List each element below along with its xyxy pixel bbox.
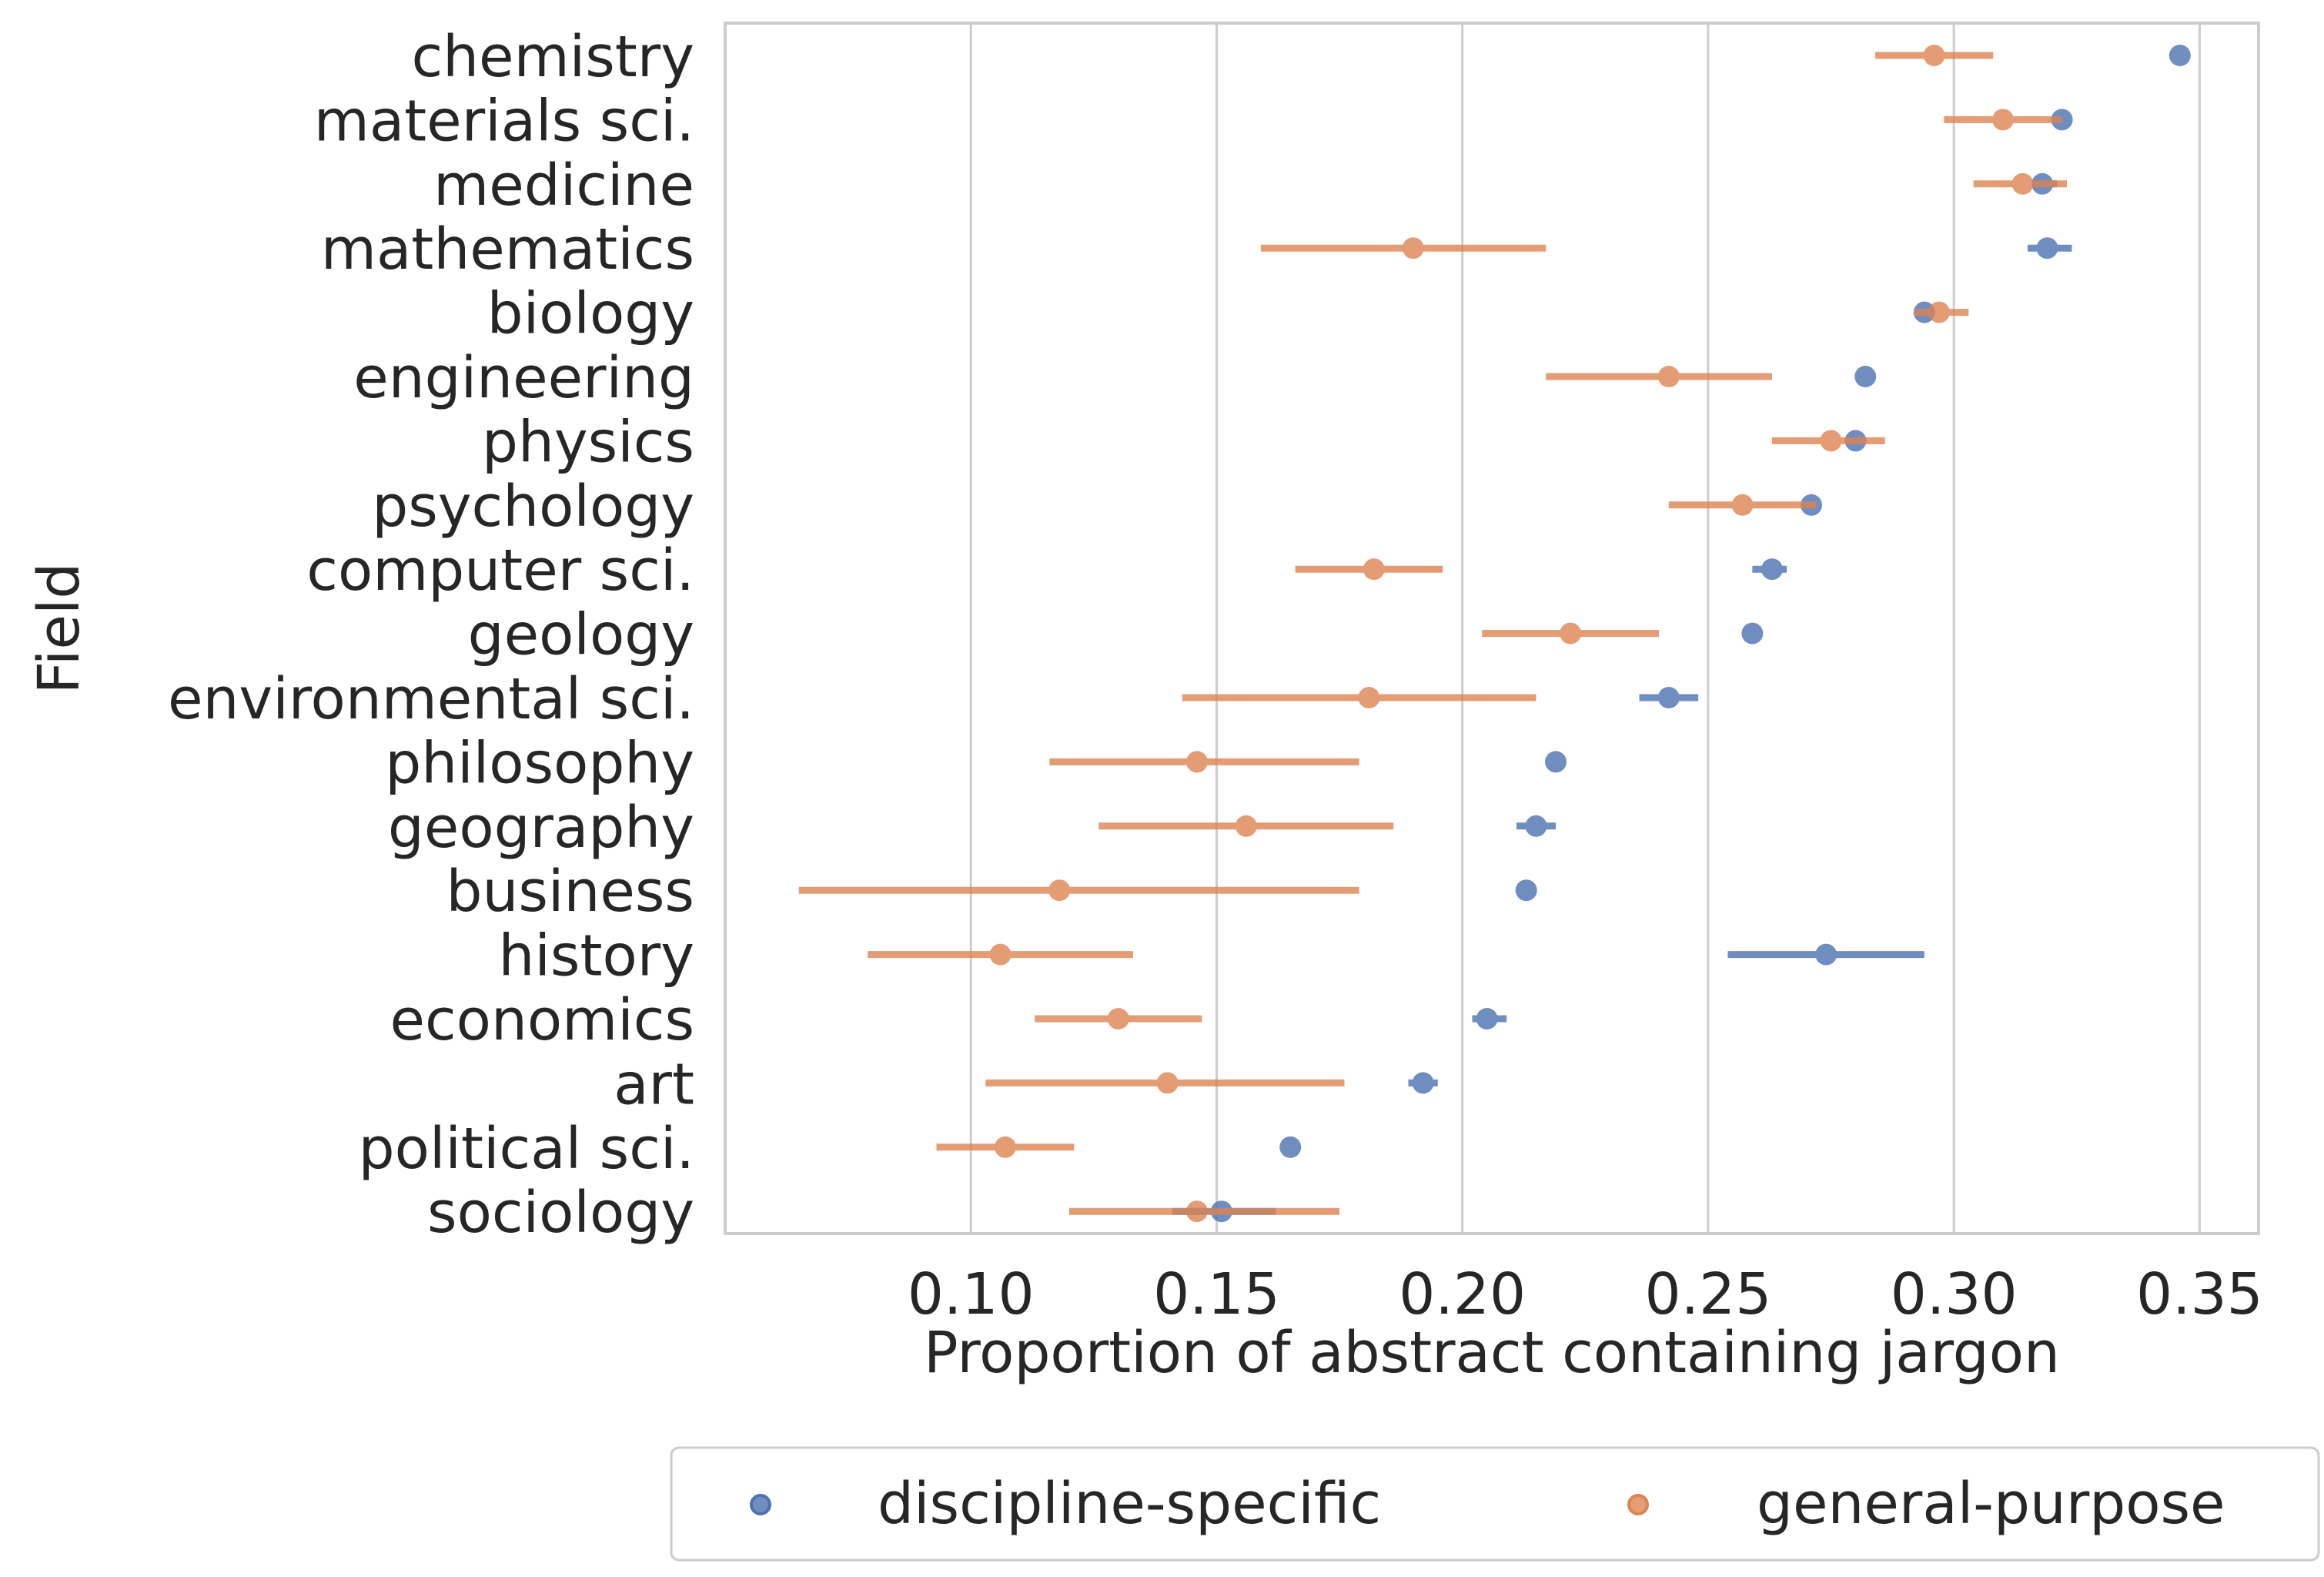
x-tick-label: 0.35 [2136, 1261, 2263, 1328]
y-tick-label: materials sci. [314, 88, 694, 154]
x-tick-label: 0.25 [1645, 1261, 1772, 1328]
data-point [1928, 301, 1950, 323]
y-tick-label: psychology [372, 474, 694, 540]
data-point [1402, 237, 1424, 259]
y-tick-label: geography [388, 795, 694, 861]
y-tick-label: art [614, 1051, 694, 1117]
data-point [2011, 172, 2034, 195]
vertical-gridlines [969, 23, 2201, 1234]
data-series [798, 45, 2191, 1223]
x-axis-label: Proportion of abstract containing jargon [924, 1320, 2060, 1386]
legend: discipline-specific general-purpose [670, 1446, 2320, 1562]
data-point [1279, 1136, 1302, 1158]
legend-marker-general-purpose [1627, 1494, 1649, 1515]
y-tick-label: medicine [433, 152, 694, 219]
y-axis-label: Field [26, 563, 92, 695]
x-tick-labels: 0.10 0.15 0.20 0.25 0.30 0.35 [908, 1261, 2263, 1328]
y-tick-label: mathematics [321, 216, 694, 283]
series-general-purpose [798, 45, 2067, 1223]
data-point [1107, 1008, 1129, 1030]
data-point [1560, 622, 1582, 645]
data-point [1515, 879, 1537, 902]
data-point [994, 1136, 1016, 1158]
data-point [989, 943, 1012, 966]
x-tick-label: 0.15 [1153, 1261, 1280, 1328]
data-point [1820, 430, 1842, 452]
data-point [1923, 45, 1945, 66]
y-tick-label: computer sci. [306, 537, 694, 604]
legend-frame [670, 1446, 2320, 1562]
y-tick-label: biology [487, 281, 694, 347]
y-tick-label: business [446, 859, 694, 925]
data-point [1815, 943, 1837, 966]
data-point [2036, 237, 2058, 259]
data-point [1358, 687, 1380, 708]
legend-label-general-purpose: general-purpose [1757, 1471, 2225, 1537]
data-point [1657, 687, 1680, 708]
data-point [1412, 1072, 1434, 1094]
y-tick-label: engineering [353, 345, 694, 411]
data-point [1185, 751, 1208, 773]
data-point [1156, 1072, 1179, 1094]
y-tick-label: political sci. [359, 1116, 694, 1182]
y-tick-label: geology [468, 602, 694, 668]
data-point [1992, 109, 2014, 131]
data-point [1476, 1008, 1498, 1030]
x-tick-label: 0.10 [908, 1261, 1035, 1328]
data-point [1761, 558, 1783, 581]
data-point [1854, 366, 1877, 387]
data-point [1741, 622, 1764, 645]
data-point [1657, 366, 1680, 387]
data-point [1235, 815, 1257, 837]
data-point [1048, 879, 1071, 902]
plot-frame [724, 22, 2260, 1235]
legend-label-discipline-specific: discipline-specific [878, 1471, 1381, 1537]
data-point [2169, 45, 2191, 66]
x-tick-label: 0.30 [1891, 1261, 2018, 1328]
y-tick-label: environmental sci. [168, 666, 694, 732]
data-point [1731, 494, 1754, 516]
x-tick-label: 0.20 [1399, 1261, 1526, 1328]
data-point [1545, 751, 1567, 773]
legend-marker-discipline-specific [750, 1494, 771, 1515]
y-tick-label: history [498, 923, 694, 989]
data-point [1525, 815, 1547, 837]
data-point [1185, 1200, 1208, 1223]
y-tick-label: philosophy [385, 730, 694, 796]
data-point [1363, 558, 1385, 581]
y-tick-label: physics [482, 409, 694, 475]
y-tick-label: economics [390, 987, 694, 1053]
y-tick-label: sociology [427, 1180, 694, 1246]
series-discipline-specific [1172, 45, 2191, 1223]
y-tick-label: chemistry [411, 24, 694, 90]
